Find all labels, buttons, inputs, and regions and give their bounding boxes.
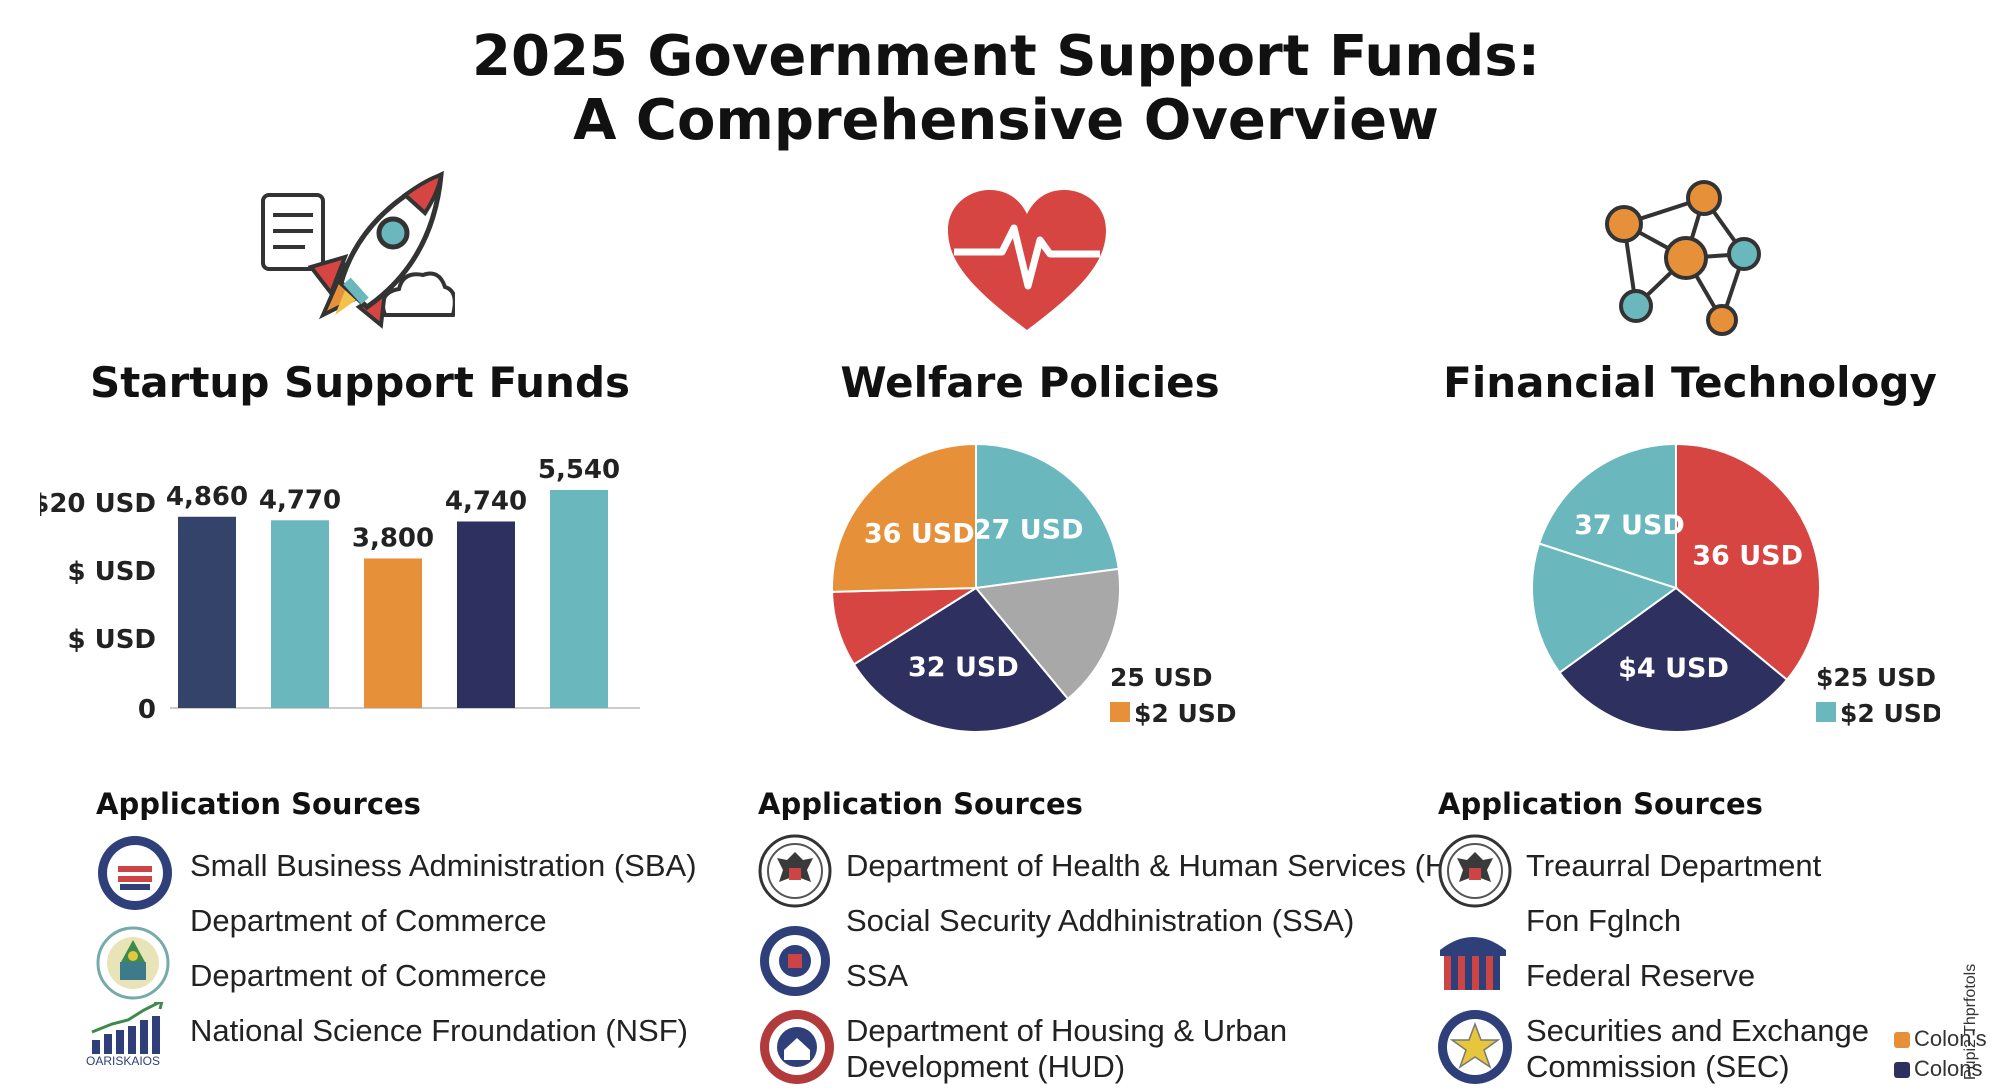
pie-legend-swatch — [1816, 702, 1836, 722]
page-title-line2: A Comprehensive Overview — [573, 88, 1439, 153]
pie-slice-2 — [974, 567, 1121, 701]
source-item-federal-reserve: Federal Reserve — [1526, 958, 1756, 993]
hhs-seal-icon — [758, 834, 832, 908]
footer-vertical-text: Pupi2 Thprfotols — [1962, 963, 1979, 1080]
source-item-commerce-2: Department of Commerce — [190, 958, 547, 993]
page-title-line1: 2025 Government Support Funds: — [472, 24, 1540, 89]
pie-legend-label: $25 USD — [1816, 663, 1936, 692]
section-title-fintech: Financial Technology — [1443, 358, 1937, 407]
bar-value-label: 5,540 — [538, 455, 620, 485]
source-item-ssa-full: Social Security Addhinistration (SSA) — [846, 903, 1355, 938]
bar-3 — [364, 558, 422, 708]
pie-slice-3 — [852, 586, 1070, 733]
ssa-seal-icon — [760, 926, 830, 996]
sources-heading-fintech: Application Sources — [1438, 787, 1763, 821]
sources-heading-startup: Application Sources — [96, 787, 421, 821]
bar-value-label: 4,860 — [166, 482, 248, 512]
welfare-pie-chart: 27 USD 32 USD 36 USD 25 USD $2 USD — [831, 442, 1237, 733]
startup-bar-chart: $20 USD $ USD $ USD 0 4,860 4,770 3,800 4,740 5,… — [40, 455, 640, 725]
pie-slice-label: 36 USD — [864, 519, 975, 550]
source-item-hhs: Department of Health & Human Services (H… — [846, 848, 1501, 883]
bar-value-label: 4,740 — [445, 486, 527, 516]
fintech-pie-chart: 36 USD $4 USD 37 USD $25 USD $2 USD — [1531, 442, 1940, 733]
bar-value-label: 3,800 — [352, 523, 434, 553]
source-item-sec: Securities and Exchange Commission (SEC) — [1526, 1013, 1869, 1084]
pie-slice-5 — [831, 442, 977, 593]
bar-2 — [271, 520, 329, 708]
source-item-commerce-1: Department of Commerce — [190, 903, 547, 938]
pie-slice-1 — [975, 442, 1120, 590]
bar-5 — [550, 490, 608, 708]
pie-slice-label: $4 USD — [1618, 653, 1729, 684]
pie-slice-label: 37 USD — [1574, 510, 1685, 541]
section-title-startup: Startup Support Funds — [89, 358, 631, 407]
source-item-hud: Department of Housing & Urban Developmen… — [846, 1013, 1288, 1084]
pie-slice-label: 27 USD — [973, 514, 1084, 545]
network-icon — [1605, 180, 1761, 336]
source-item-fon-fglnch: Fon Fglnch — [1526, 903, 1682, 938]
footer-legend-label-1: Colon's — [1914, 1026, 1987, 1051]
commerce-seal-icon — [96, 926, 170, 1000]
source-item-sba: Small Business Administration (SBA) — [190, 848, 697, 883]
bar-value-label: 4,770 — [259, 485, 341, 515]
sec-seal-icon — [1438, 1010, 1512, 1084]
pie-slice-3 — [1531, 542, 1679, 675]
bar-1 — [178, 516, 236, 708]
footer-legend-label-2: Colons — [1914, 1056, 1983, 1081]
bar-y-tick-label: $ USD — [67, 625, 156, 655]
source-item-treasury: Treaurral Department — [1526, 848, 1822, 883]
pie-legend-label: 25 USD — [1110, 663, 1213, 692]
source-item-ssa: SSA — [846, 958, 909, 993]
pie-legend-swatch — [1110, 702, 1130, 722]
pie-slice-label: 36 USD — [1692, 540, 1803, 571]
nsf-logo-caption: OARISKAIOS — [86, 1054, 161, 1068]
nsf-chart-logo-icon — [91, 1002, 164, 1054]
bar-y-tick-label: 0 — [138, 695, 156, 725]
sources-heading-welfare: Application Sources — [758, 787, 1083, 821]
bar-y-tick-label: $ USD — [67, 557, 156, 587]
pie-legend-label: $2 USD — [1840, 699, 1940, 728]
pie-slice-2 — [1558, 586, 1789, 733]
bar-4 — [457, 521, 515, 708]
hud-seal-icon — [760, 1010, 834, 1084]
sba-seal-icon — [98, 836, 172, 910]
pie-slice-label: 32 USD — [908, 652, 1019, 683]
footer-legend-swatch-1 — [1894, 1032, 1910, 1048]
pie-slice-4 — [1537, 442, 1677, 590]
source-item-nsf: National Science Froundation (NSF) — [190, 1013, 688, 1048]
heart-pulse-icon — [948, 190, 1106, 330]
section-title-welfare: Welfare Policies — [840, 358, 1220, 407]
federal-reserve-icon — [1440, 937, 1506, 990]
rocket-icon — [261, 170, 455, 329]
pie-slice-1 — [1675, 442, 1821, 682]
treasury-seal-icon — [1438, 834, 1512, 908]
bar-y-tick-label: $20 USD — [40, 489, 156, 519]
pie-legend-label: $2 USD — [1134, 699, 1237, 728]
footer-legend-swatch-2 — [1894, 1062, 1910, 1078]
